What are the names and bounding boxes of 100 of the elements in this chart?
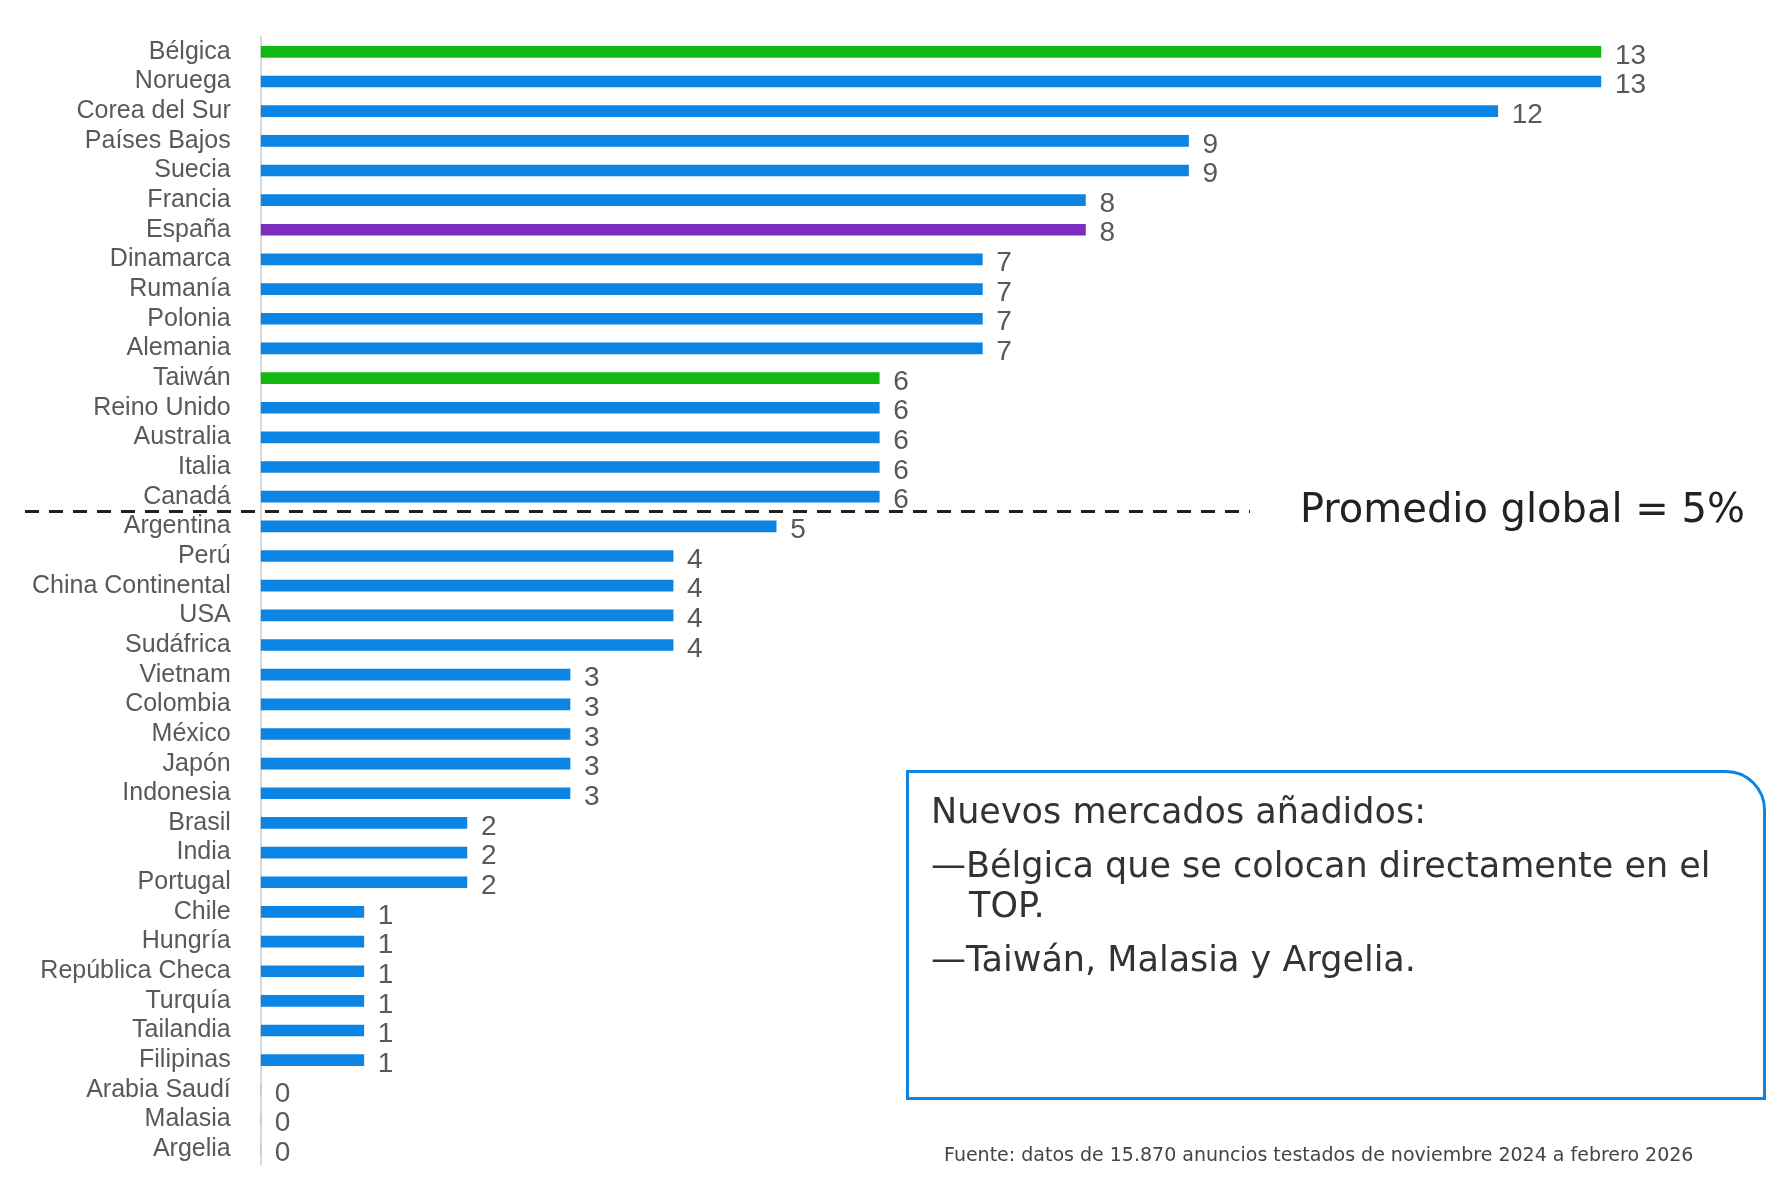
- data-label: 6: [893, 364, 909, 396]
- annotation: Nuevos mercados añadidos:: [931, 791, 1427, 831]
- y-tick-label: Países Bajos: [84, 124, 231, 153]
- data-label: 4: [687, 631, 703, 663]
- bar: [260, 490, 880, 503]
- bar: [260, 520, 777, 533]
- data-label: 4: [687, 572, 703, 604]
- data-label: 6: [893, 483, 909, 515]
- data-label: 9: [1202, 157, 1219, 189]
- data-label: 7: [996, 275, 1012, 307]
- bar: [260, 75, 1602, 88]
- data-label: 6: [893, 424, 909, 456]
- y-tick-label: Arabia Saudí: [86, 1073, 231, 1102]
- y-tick-label: Polonia: [147, 302, 231, 331]
- data-label: 2: [480, 868, 497, 900]
- bar: [260, 668, 571, 681]
- bar: [260, 372, 880, 384]
- data-label: 3: [584, 780, 600, 811]
- data-label: 1: [377, 898, 394, 930]
- y-tick-label: Perú: [177, 539, 231, 568]
- bar: [260, 401, 880, 414]
- bar: [260, 579, 674, 592]
- y-tick-label: China Continental: [31, 569, 231, 598]
- y-tick-label: Argentina: [123, 510, 231, 539]
- y-tick-label: Vietnam: [139, 658, 231, 687]
- bar: [260, 817, 468, 829]
- data-label: 4: [687, 542, 703, 574]
- annotation: —Taiwán, Malasia y Argelia.: [931, 939, 1417, 979]
- y-tick-label: Reino Unido: [93, 391, 231, 420]
- y-tick-label: Malasia: [144, 1103, 231, 1132]
- data-label: 5: [790, 513, 806, 545]
- data-label: 12: [1511, 97, 1543, 129]
- y-tick-label: Tailandia: [132, 1014, 231, 1043]
- y-tick-label: Japón: [162, 747, 231, 776]
- y-tick-label: Alemania: [126, 332, 231, 361]
- data-label: 4: [687, 602, 703, 634]
- y-tick-label: Colombia: [125, 688, 231, 717]
- data-label: 8: [1099, 186, 1116, 218]
- y-tick-label: Argelia: [152, 1133, 231, 1162]
- bar: [260, 134, 1189, 147]
- bar: [260, 698, 571, 711]
- annotation: —Bélgica que se colocan directamente en el TOP.: [931, 845, 1712, 925]
- bar: [260, 1024, 365, 1037]
- y-tick-label: México: [151, 717, 231, 746]
- y-tick-label: Filipinas: [139, 1044, 231, 1073]
- bar: [260, 965, 365, 978]
- y-tick-label: Chile: [173, 895, 231, 924]
- y-tick-label: Dinamarca: [109, 243, 231, 272]
- data-label: 9: [1202, 127, 1219, 159]
- bar: [260, 253, 983, 266]
- y-tick-label: India: [176, 836, 231, 865]
- data-label: 3: [584, 661, 600, 693]
- bar: [260, 550, 674, 562]
- data-label: 13: [1614, 68, 1647, 100]
- data-label: 3: [584, 720, 600, 752]
- data-label: 7: [996, 305, 1012, 337]
- data-label: 0: [274, 1135, 291, 1167]
- bar: [260, 935, 365, 948]
- data-label: 1: [377, 957, 394, 989]
- bar: [260, 995, 365, 1007]
- y-tick-label: Sudáfrica: [125, 628, 231, 657]
- y-tick-label: Turquía: [145, 984, 231, 1013]
- data-label: 13: [1614, 38, 1647, 70]
- y-tick-label: Noruega: [134, 65, 231, 94]
- bar: [260, 876, 468, 889]
- bar: [260, 431, 880, 444]
- bar: [260, 461, 880, 473]
- y-tick-label: Suecia: [154, 154, 231, 183]
- data-label: 7: [996, 246, 1012, 278]
- bar: [260, 105, 1499, 117]
- data-label: 1: [377, 987, 394, 1019]
- data-label: 8: [1099, 216, 1116, 248]
- y-tick-label: USA: [179, 599, 232, 628]
- y-tick-label: Portugal: [137, 866, 231, 895]
- data-label: 6: [893, 453, 909, 485]
- y-tick-label: Francia: [147, 184, 231, 213]
- data-label: 7: [996, 335, 1012, 367]
- bar: [260, 283, 983, 295]
- bar: [260, 846, 468, 859]
- y-tick-label: Hungría: [141, 925, 231, 954]
- bar: [260, 1054, 365, 1067]
- data-label: 0: [274, 1076, 291, 1108]
- data-label: 1: [377, 928, 394, 960]
- y-tick-label: Canadá: [143, 480, 231, 509]
- bar: [260, 609, 674, 622]
- y-tick-label: Rumanía: [129, 272, 231, 301]
- annotation: Promedio global = 5%: [1299, 484, 1745, 531]
- bar: [260, 46, 1602, 58]
- data-label: 1: [377, 1017, 394, 1049]
- data-label: 0: [274, 1106, 291, 1138]
- bar: [260, 164, 1189, 177]
- y-tick-label: España: [145, 213, 231, 242]
- y-tick-label: Taiwán: [152, 361, 231, 390]
- bar: [260, 728, 571, 740]
- y-tick-label: República Checa: [40, 955, 231, 984]
- bar: [260, 342, 983, 355]
- data-label: 3: [584, 750, 600, 782]
- data-label: 3: [584, 691, 600, 723]
- annotation: Fuente: datos de 15.870 anuncios testados de noviembre 2024 a febrero 2026: [944, 1143, 1695, 1165]
- y-tick-label: Australia: [133, 421, 231, 450]
